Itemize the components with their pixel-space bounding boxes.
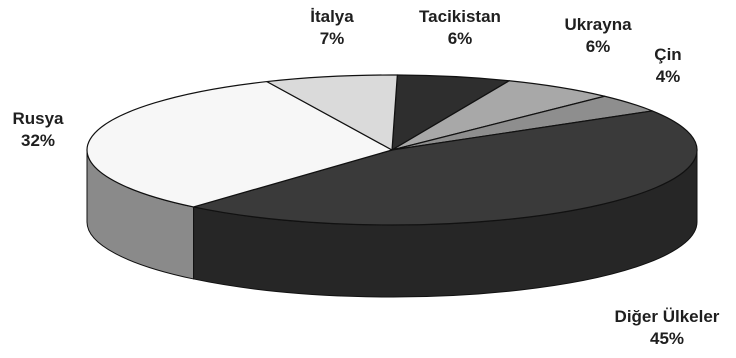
slice-label-italya: İtalya [310,7,354,26]
pie-slice-4 [86,80,393,208]
slice-value-cin: 4% [655,67,681,86]
slice-value-rusya: 32% [20,131,56,150]
slice-value-italya: 7% [319,29,345,48]
pie-tops [86,74,698,226]
label-italya: İtalya 7% [292,6,372,50]
label-ukrayna: Ukrayna 6% [548,14,648,58]
slice-label-rusya: Rusya [12,109,64,128]
label-diger-ulkeler: Diğer Ülkeler 45% [598,306,736,350]
pie-slice-5 [266,74,398,151]
slice-label-cin: Çin [654,45,682,64]
slice-label-tacikistan: Tacikistan [419,7,501,26]
slice-value-ukrayna: 6% [585,37,611,56]
label-rusya: Rusya 32% [0,108,76,152]
pie-slice-3 [192,110,698,226]
slice-label-diger-ulkeler: Diğer Ülkeler [614,307,720,326]
slice-value-tacikistan: 6% [447,29,473,48]
slice-label-ukrayna: Ukrayna [564,15,632,34]
label-cin: Çin 4% [638,44,698,88]
label-tacikistan: Tacikistan 6% [395,6,525,50]
slice-value-diger-ulkeler: 45% [649,329,685,348]
